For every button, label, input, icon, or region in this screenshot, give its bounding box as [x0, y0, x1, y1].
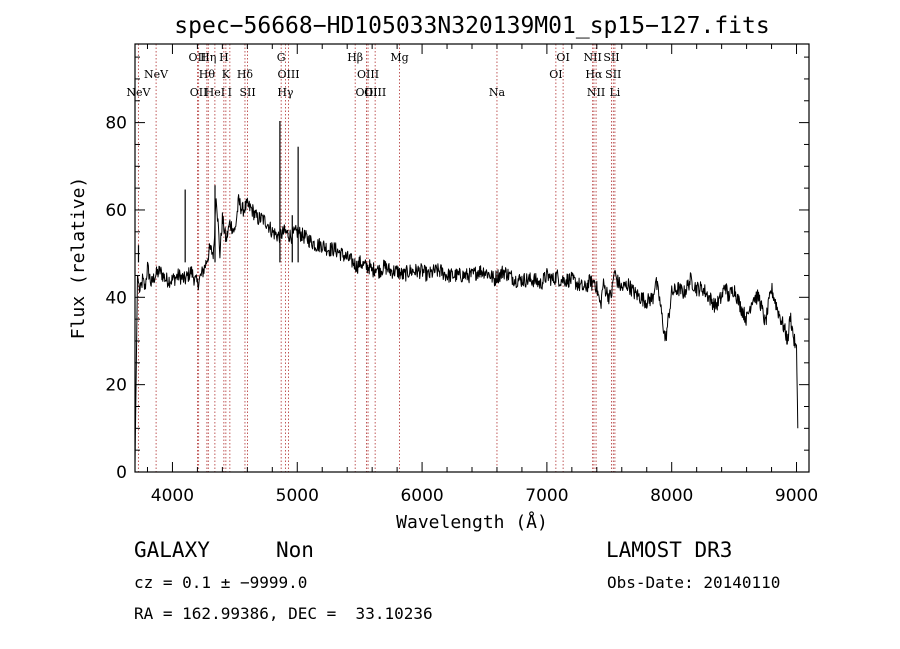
line-marker-group [137, 44, 616, 472]
y-tick-label: 60 [105, 201, 127, 221]
chart-title: spec−56668−HD105033N320139M01_sp15−127.f… [174, 13, 769, 39]
line-label: Hγ [277, 86, 294, 99]
line-label: OII [189, 51, 207, 64]
y-tick-label: 20 [105, 376, 127, 396]
line-label: NeV [126, 86, 151, 99]
line-label: OI [556, 51, 569, 64]
line-label: HeI [205, 86, 225, 99]
line-label: SII [239, 86, 255, 99]
plot-frame [134, 43, 810, 473]
line-label: NII [584, 51, 602, 64]
line-label: OIII [356, 86, 378, 99]
y-tick-label: 80 [105, 114, 127, 134]
line-label: Hδ [237, 68, 254, 81]
line-label: OIII [364, 86, 386, 99]
line-label: Li [609, 86, 620, 99]
line-label: OIII [357, 68, 379, 81]
line-label: G [277, 51, 286, 64]
object-subclass: Non [276, 538, 314, 562]
line-label: SII [605, 68, 621, 81]
x-tick-label: 4000 [151, 486, 194, 506]
line-label: H [219, 51, 229, 64]
y-tick-label: 0 [116, 463, 127, 483]
line-label: K [222, 68, 231, 81]
x-tick-label: 5000 [276, 486, 319, 506]
spectrum-line [134, 194, 799, 464]
object-class: GALAXY [134, 538, 210, 562]
line-label-group: NeVNeVOIIOIIHηHθHeIHKIHδSIIGOIIIHγHβOIII… [126, 51, 621, 99]
line-label: Hη [200, 51, 216, 64]
y-axis-ticks: 0 20 40 60 80 [105, 56, 809, 483]
line-label: Mg [390, 51, 408, 64]
x-tick-label: 8000 [650, 486, 693, 506]
line-label: OII [190, 86, 208, 99]
line-label: Na [489, 86, 506, 99]
y-tick-label: 40 [105, 288, 127, 308]
line-label: OIII [277, 68, 299, 81]
x-axis-ticks: 4000 5000 6000 7000 8000 9000 [146, 44, 818, 506]
x-axis-label: Wavelength (Å) [396, 511, 548, 533]
line-label: I [228, 86, 232, 99]
x-tick-label: 9000 [775, 486, 818, 506]
line-label: NII [587, 86, 605, 99]
line-label: Hβ [347, 51, 363, 64]
line-label: OI [549, 68, 562, 81]
y-axis-label: Flux (relative) [68, 177, 89, 340]
coordinates: RA = 162.99386, DEC = 33.10236 [134, 604, 433, 623]
line-label: Hθ [199, 68, 216, 81]
survey-name: LAMOST DR3 [606, 538, 733, 562]
x-tick-label: 6000 [400, 486, 443, 506]
emission-spike-group [137, 121, 299, 263]
x-tick-label: 7000 [525, 486, 568, 506]
line-label: NeV [144, 68, 169, 81]
line-label: Hα [585, 68, 603, 81]
observation-date: Obs-Date: 20140110 [607, 573, 781, 592]
line-label: SII [603, 51, 619, 64]
redshift-value: cz = 0.1 ± −9999.0 [134, 573, 308, 592]
